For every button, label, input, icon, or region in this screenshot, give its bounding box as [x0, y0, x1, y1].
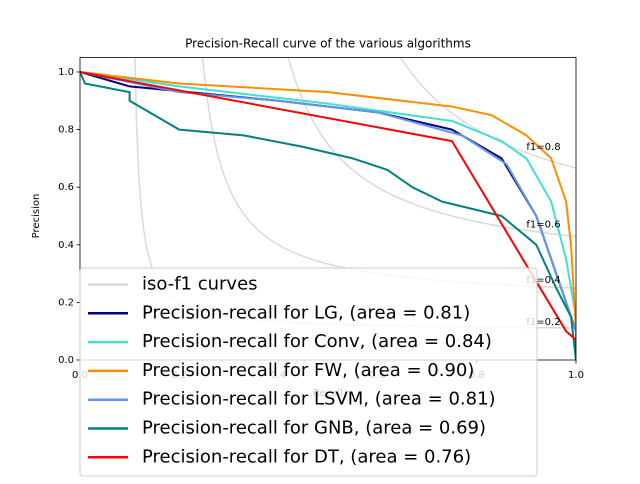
legend-label: Precision-recall for Conv, (area = 0.84) — [142, 331, 492, 352]
iso-f1-label: f1=0.2 — [526, 317, 560, 328]
y-tick-label: 0.2 — [58, 297, 74, 308]
legend-label: Precision-recall for GNB, (area = 0.69) — [142, 418, 486, 439]
legend-label: Precision-recall for LSVM, (area = 0.81) — [142, 389, 496, 410]
legend-box — [79, 267, 538, 477]
x-tick-label: 1.0 — [568, 370, 584, 381]
legend-label: iso-f1 curves — [142, 274, 258, 295]
pr-curve — [80, 71, 576, 360]
pr-curve — [80, 71, 576, 360]
iso-f1-curve — [399, 57, 576, 169]
pr-curve — [80, 71, 576, 360]
y-tick-label: 0.6 — [58, 182, 74, 193]
iso-f1-label: f1=0.8 — [526, 142, 560, 153]
pr-curve — [80, 71, 576, 360]
iso-f1-label: f1=0.6 — [526, 220, 560, 231]
legend-label: Precision-recall for FW, (area = 0.90) — [142, 360, 474, 381]
y-tick-label: 0.4 — [58, 240, 74, 251]
y-tick-label: 0.8 — [58, 125, 74, 136]
pr-curve — [80, 71, 576, 360]
iso-f1-label: f1=0.4 — [526, 275, 560, 286]
y-tick-label: 0.0 — [58, 355, 74, 366]
y-axis-label: Precision — [31, 194, 42, 239]
y-tick-label: 1.0 — [58, 67, 74, 78]
chart-title: Precision-Recall curve of the various al… — [185, 37, 471, 51]
legend: iso-f1 curves Precision-recall for LG, (a… — [79, 267, 538, 477]
legend-label: Precision-recall for DT, (area = 0.76) — [142, 446, 471, 467]
legend-label: Precision-recall for LG, (area = 0.81) — [142, 302, 470, 323]
